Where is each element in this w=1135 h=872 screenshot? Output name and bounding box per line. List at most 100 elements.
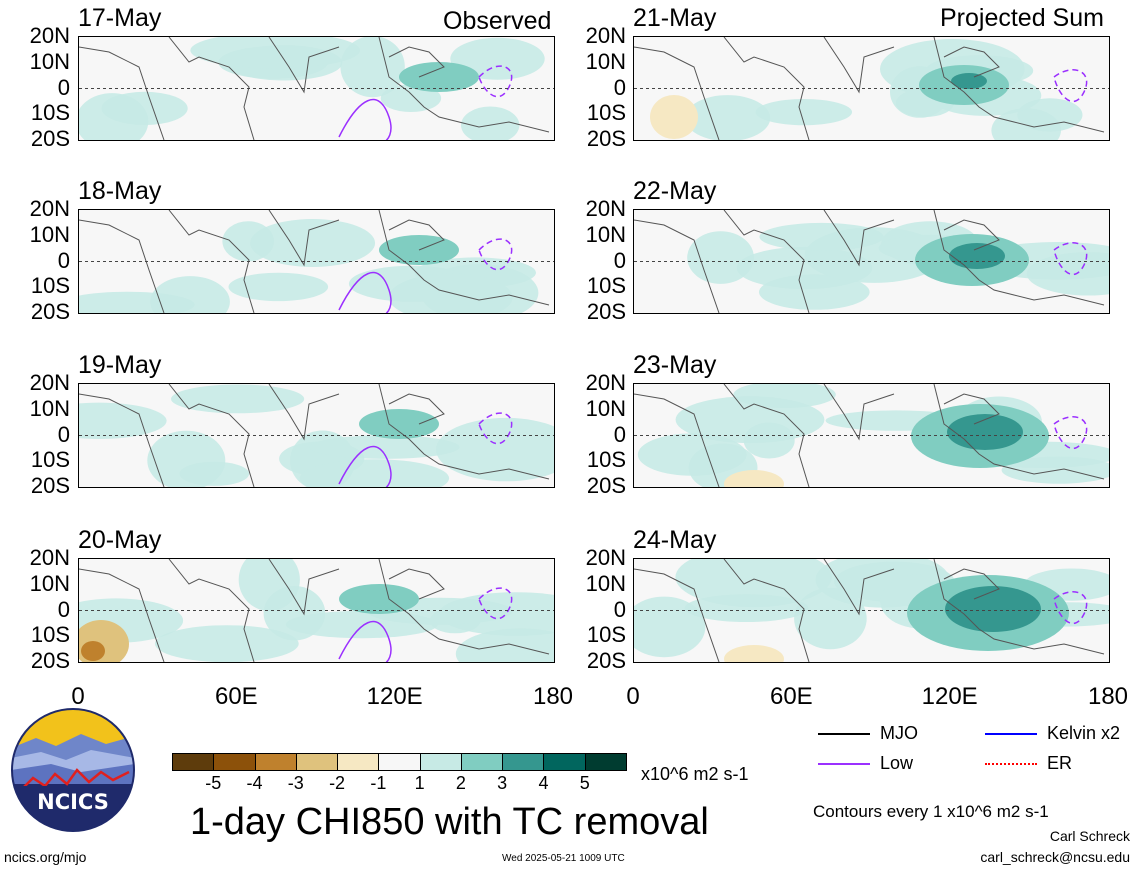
- low-contour: [338, 445, 392, 487]
- colorbar-tick-label: -5: [205, 773, 222, 793]
- map-panel: [633, 558, 1110, 663]
- lat-tick-label: 10N: [29, 395, 70, 421]
- colorbar-cell: [543, 753, 586, 771]
- colorbar-cell: [378, 753, 421, 771]
- lat-tick-label: 0: [57, 421, 70, 447]
- contour-note: Contours every 1 x10^6 m2 s-1: [813, 802, 1049, 821]
- low-contour: [338, 98, 392, 140]
- panel-date: 21-May: [633, 4, 717, 32]
- low-contour-dashed: [1053, 416, 1088, 450]
- lat-tick-label: 20N: [585, 196, 626, 221]
- lat-tick-label: 20S: [30, 473, 70, 498]
- lat-tick-label: 20N: [585, 545, 626, 570]
- lon-tick-label: 120E: [921, 683, 978, 710]
- lat-tick-label: 0: [57, 74, 70, 100]
- map-panel: [633, 36, 1110, 141]
- lat-tick-label: 0: [613, 596, 626, 622]
- anomaly-shading: [687, 221, 1109, 310]
- lat-tick-label: 0: [613, 74, 626, 100]
- panel-date: 20-May: [78, 526, 162, 554]
- low-contour-dashed: [1053, 69, 1088, 103]
- lat-tick-label: 10N: [29, 48, 70, 74]
- lat-tick-label: 20N: [585, 23, 626, 48]
- legend-label: Kelvin x2: [1047, 723, 1121, 743]
- observed-header: Observed: [443, 7, 552, 35]
- anomaly-shading: [79, 559, 554, 662]
- panel-date: 19-May: [78, 351, 162, 379]
- lat-tick-label: 20N: [29, 370, 70, 395]
- colorbar-tick-label: 5: [579, 773, 590, 793]
- panel-date: 22-May: [633, 177, 717, 205]
- lon-tick-label: 0: [71, 683, 85, 710]
- legend-line: [818, 733, 870, 735]
- map-panel: [633, 383, 1110, 488]
- lat-tick-label: 10S: [586, 622, 626, 648]
- lat-tick-label: 10N: [29, 570, 70, 596]
- low-contour-dashed: [478, 238, 513, 271]
- lat-tick-label: 10S: [586, 273, 626, 299]
- lat-tick-label: 10S: [30, 447, 70, 473]
- colorbar: [172, 753, 627, 771]
- panel-date: 24-May: [633, 526, 717, 554]
- lat-tick-label: 20N: [29, 545, 70, 570]
- legend-line: [985, 763, 1037, 765]
- panel-date: 17-May: [78, 4, 162, 32]
- lat-tick-label: 20N: [29, 23, 70, 48]
- lat-tick-label: 20S: [30, 299, 70, 324]
- lon-tick-label: 60E: [769, 683, 813, 710]
- colorbar-tick-label: -2: [329, 773, 346, 793]
- projected-sum-header: Projected Sum: [940, 4, 1104, 32]
- lat-tick-label: 10N: [585, 570, 626, 596]
- lat-tick-label: 10S: [586, 447, 626, 473]
- ncics-logo: NCICS: [11, 708, 135, 832]
- colorbar-cell: [337, 753, 380, 771]
- lat-tick-label: 10S: [30, 273, 70, 299]
- lat-tick-label: 20S: [586, 473, 626, 498]
- colorbar-cell: [419, 753, 462, 771]
- lat-tick-label: 20S: [586, 648, 626, 673]
- lon-tick-label: 180: [532, 683, 574, 710]
- lat-tick-label: 10S: [30, 100, 70, 126]
- colorbar-cell: [502, 753, 545, 771]
- lat-tick-label: 20S: [30, 126, 70, 151]
- colorbar-tick-label: 2: [455, 773, 466, 793]
- lat-tick-label: 10S: [586, 100, 626, 126]
- legend-line: [985, 733, 1037, 735]
- legend-line: [818, 763, 870, 765]
- map-panel: [78, 36, 555, 141]
- lat-tick-label: 10N: [585, 48, 626, 74]
- low-contour-dashed: [478, 412, 513, 445]
- lon-tick-label: 0: [626, 683, 640, 710]
- lat-tick-label: 0: [57, 247, 70, 273]
- anomaly-shading: [634, 559, 1109, 662]
- anomaly-shading: [637, 384, 1109, 487]
- low-contour: [338, 620, 392, 662]
- low-contour-dashed: [1053, 591, 1088, 625]
- colorbar-cell: [254, 753, 297, 771]
- lon-tick-label: 120E: [366, 683, 423, 710]
- colorbar-tick-label: 4: [538, 773, 549, 793]
- lat-tick-label: 10S: [30, 622, 70, 648]
- map-panel: [78, 209, 555, 314]
- colorbar-cell: [584, 753, 627, 771]
- panel-date: 18-May: [78, 177, 162, 205]
- lat-tick-label: 10N: [585, 395, 626, 421]
- colorbar-tick-label: 1: [414, 773, 425, 793]
- anomaly-shading: [79, 384, 554, 487]
- colorbar-units: x10^6 m2 s-1: [641, 764, 749, 784]
- panel-date: 23-May: [633, 351, 717, 379]
- anomaly-shading: [650, 39, 1083, 140]
- low-contour: [338, 271, 392, 313]
- credit-name: Carl Schreck: [1049, 828, 1130, 844]
- lat-tick-label: 10N: [29, 221, 70, 247]
- low-contour-dashed: [478, 65, 513, 98]
- logo-graphic: [11, 708, 135, 832]
- figure-title: 1-day CHI850 with TC removal: [190, 801, 709, 843]
- logo-text: NCICS: [37, 790, 109, 814]
- lat-tick-label: 20N: [29, 196, 70, 221]
- site-url: ncics.org/mjo: [4, 849, 87, 865]
- colorbar-cell: [295, 753, 339, 771]
- low-contour-dashed: [478, 587, 513, 620]
- legend-label: MJO: [880, 723, 918, 743]
- lat-tick-label: 20S: [30, 648, 70, 673]
